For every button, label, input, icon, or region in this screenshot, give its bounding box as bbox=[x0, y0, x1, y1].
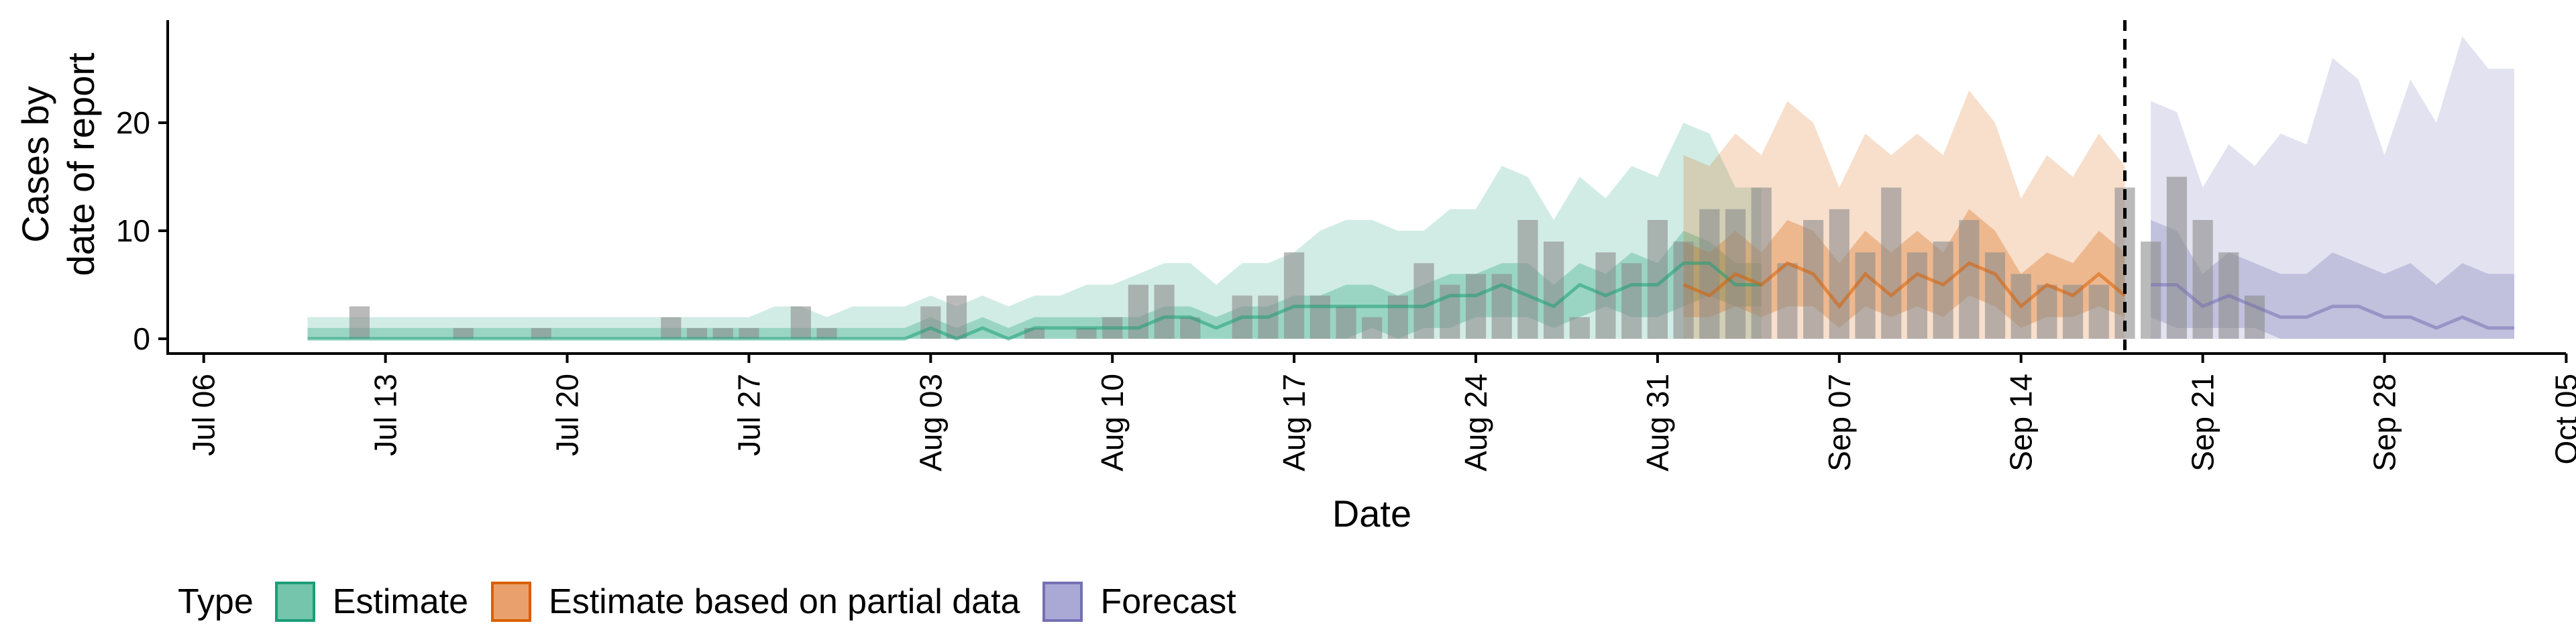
case-bar bbox=[1855, 252, 1876, 339]
x-axis-label: Date bbox=[1332, 492, 1411, 535]
legend-label-forecast: Forecast bbox=[1100, 582, 1236, 621]
median-line-series-1 bbox=[1682, 261, 2127, 309]
case-bar bbox=[2141, 241, 2161, 339]
case-bar bbox=[946, 295, 967, 339]
case-bar bbox=[739, 327, 759, 339]
case-bar bbox=[1673, 241, 1694, 339]
case-bar bbox=[1907, 252, 1927, 339]
y-axis-label-line2: date of report bbox=[60, 52, 102, 276]
case-bar bbox=[2037, 284, 2057, 339]
case-bar bbox=[1777, 263, 1798, 339]
case-bar bbox=[1284, 252, 1305, 339]
legend-item-partial: Estimate based on partial data bbox=[491, 582, 1020, 622]
case-bar bbox=[2192, 219, 2213, 339]
legend-item-forecast: Forecast bbox=[1042, 582, 1236, 622]
x-tick-label: Jul 27 bbox=[731, 374, 766, 456]
legend-item-estimate: Estimate bbox=[274, 582, 469, 622]
legend: Type Estimate Estimate based on partial … bbox=[178, 578, 1259, 625]
median-line-series-2 bbox=[2151, 283, 2514, 330]
x-tick-label: Sep 21 bbox=[2186, 374, 2220, 472]
case-bar bbox=[661, 317, 682, 339]
case-bar bbox=[1128, 284, 1148, 339]
axes: 0 10 20 Jul 06 Jul 13 Jul 20 Jul 27 Aug 03 Aug 1… bbox=[116, 20, 2576, 472]
x-tick-label: Jul 20 bbox=[550, 374, 585, 456]
case-bar bbox=[531, 327, 551, 339]
case-bar bbox=[1336, 306, 1356, 339]
ribbon-outer-series-0 bbox=[307, 123, 1762, 339]
case-bar bbox=[2166, 176, 2187, 339]
case-bar bbox=[1803, 219, 1824, 339]
legend-key-forecast bbox=[1042, 582, 1083, 622]
case-bar bbox=[453, 327, 474, 339]
y-tick-label: 10 bbox=[116, 213, 150, 248]
case-bar bbox=[1076, 327, 1097, 339]
case-bar bbox=[1881, 187, 1902, 339]
medians-layer bbox=[307, 261, 2514, 341]
y-tick-label: 20 bbox=[116, 105, 150, 140]
case-bar bbox=[1959, 219, 1980, 339]
x-tick-label: Sep 14 bbox=[2004, 374, 2039, 472]
legend-key-partial bbox=[491, 582, 532, 622]
case-bar bbox=[1440, 284, 1460, 339]
chart: 0 10 20 Jul 06 Jul 13 Jul 20 Jul 27 Aug 03 Aug 1… bbox=[14, 20, 2576, 535]
case-bar bbox=[1465, 274, 1487, 339]
ribbon-inner-series-2 bbox=[2151, 219, 2514, 339]
case-bar bbox=[1362, 317, 1383, 339]
x-tick-label: Aug 03 bbox=[913, 374, 948, 472]
case-bar bbox=[816, 327, 837, 339]
case-bar bbox=[1387, 295, 1408, 339]
case-bar bbox=[1829, 209, 1849, 339]
case-bar bbox=[1621, 263, 1642, 339]
case-bar bbox=[1544, 241, 1564, 339]
case-bar bbox=[1154, 284, 1175, 339]
x-tick-label: Aug 10 bbox=[1095, 374, 1130, 472]
case-bar bbox=[1751, 187, 1772, 339]
x-tick-label: Aug 24 bbox=[1458, 374, 1493, 472]
ribbon-outer-series-2 bbox=[2151, 36, 2514, 339]
case-bar bbox=[1309, 295, 1330, 339]
case-bar bbox=[1933, 241, 1953, 339]
legend-key-estimate bbox=[274, 582, 315, 622]
x-tick-label: Jul 13 bbox=[368, 374, 403, 456]
x-tick-label: Jul 06 bbox=[186, 374, 221, 456]
case-bar bbox=[790, 306, 811, 339]
case-bar bbox=[1413, 263, 1434, 339]
legend-label-estimate: Estimate bbox=[332, 582, 469, 621]
case-bar bbox=[1517, 219, 1538, 339]
case-bar bbox=[349, 306, 370, 339]
y-axis-label-line1: Cases by bbox=[14, 86, 56, 242]
case-bar bbox=[686, 327, 708, 339]
case-bar bbox=[2088, 284, 2109, 339]
x-tick-label: Sep 07 bbox=[1822, 374, 1857, 472]
case-bar bbox=[920, 306, 941, 339]
median-line-series-0 bbox=[307, 261, 1762, 341]
x-tick-label: Oct 05 bbox=[2548, 374, 2576, 465]
case-bar bbox=[712, 327, 733, 339]
x-tick-label: Sep 28 bbox=[2367, 374, 2402, 472]
y-tick-label: 0 bbox=[133, 321, 150, 356]
legend-label-partial: Estimate based on partial data bbox=[549, 582, 1020, 621]
case-bar bbox=[1699, 209, 1720, 339]
case-bar bbox=[1569, 317, 1590, 339]
legend-title: Type bbox=[178, 582, 254, 621]
case-bar bbox=[1984, 252, 2006, 339]
x-tick-label: Aug 31 bbox=[1640, 374, 1675, 472]
bars-layer bbox=[349, 176, 2265, 339]
x-tick-label: Aug 17 bbox=[1277, 374, 1311, 472]
